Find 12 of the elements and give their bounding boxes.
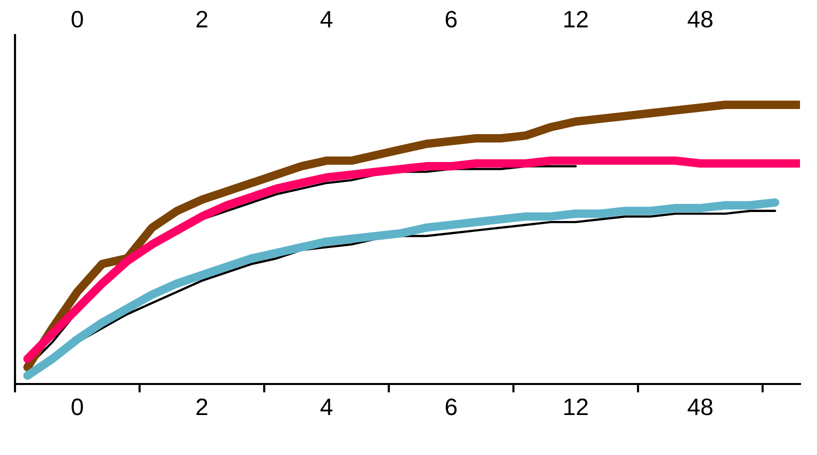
x-tick-label: 0 bbox=[72, 398, 83, 416]
category-label: 4 bbox=[320, 11, 332, 28]
x-tick-label: 2 bbox=[196, 398, 208, 415]
category-label: 48 bbox=[688, 10, 712, 28]
category-label: 6 bbox=[446, 10, 457, 28]
x-tick-label: 12 bbox=[564, 398, 588, 415]
category-label: 2 bbox=[196, 10, 208, 28]
category-label: 0 bbox=[72, 10, 83, 28]
x-tick-label: 6 bbox=[446, 398, 457, 416]
category-label: 12 bbox=[564, 10, 588, 28]
x-tick-label: 4 bbox=[320, 398, 332, 415]
x-tick-label: 48 bbox=[688, 398, 712, 416]
